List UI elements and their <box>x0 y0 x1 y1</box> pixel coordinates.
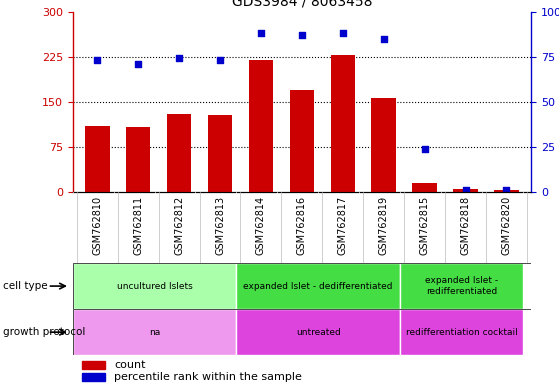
Text: untreated: untreated <box>296 328 340 337</box>
Point <box>257 30 266 36</box>
Bar <box>73 309 236 355</box>
Text: GSM762811: GSM762811 <box>133 195 143 255</box>
Text: cell type: cell type <box>3 281 48 291</box>
Bar <box>453 189 478 192</box>
Text: GSM762814: GSM762814 <box>256 195 266 255</box>
Bar <box>82 361 105 369</box>
Bar <box>413 183 437 192</box>
Text: GSM762820: GSM762820 <box>501 195 511 255</box>
Text: redifferentiation cocktail: redifferentiation cocktail <box>406 328 517 337</box>
Bar <box>126 127 150 192</box>
Point <box>174 55 183 61</box>
Bar <box>167 114 191 192</box>
Bar <box>236 263 400 309</box>
Point <box>461 187 470 193</box>
Bar <box>371 98 396 192</box>
Bar <box>400 309 523 355</box>
Bar <box>85 126 110 192</box>
Text: percentile rank within the sample: percentile rank within the sample <box>114 372 302 382</box>
Point <box>216 57 225 63</box>
Point <box>420 146 429 152</box>
Text: expanded Islet -
redifferentiated: expanded Islet - redifferentiated <box>425 276 498 296</box>
Text: count: count <box>114 360 145 370</box>
Bar <box>494 190 519 192</box>
Bar <box>208 115 233 192</box>
Point <box>134 61 143 67</box>
Point <box>502 187 511 193</box>
Text: GSM762818: GSM762818 <box>461 195 471 255</box>
Bar <box>330 55 355 192</box>
Point <box>338 30 347 36</box>
Text: GSM762812: GSM762812 <box>174 195 184 255</box>
Text: GSM762815: GSM762815 <box>420 195 430 255</box>
Bar <box>82 373 105 381</box>
Bar <box>236 309 400 355</box>
Text: uncultured Islets: uncultured Islets <box>117 281 192 291</box>
Text: GSM762813: GSM762813 <box>215 195 225 255</box>
Bar <box>290 90 314 192</box>
Bar <box>400 263 523 309</box>
Text: GSM762810: GSM762810 <box>92 195 102 255</box>
Point <box>379 36 388 42</box>
Bar <box>73 263 236 309</box>
Point <box>297 32 306 38</box>
Bar <box>249 60 273 192</box>
Text: GSM762817: GSM762817 <box>338 195 348 255</box>
Text: GSM762816: GSM762816 <box>297 195 307 255</box>
Point <box>93 57 102 63</box>
Title: GDS3984 / 8063458: GDS3984 / 8063458 <box>231 0 372 9</box>
Text: GSM762819: GSM762819 <box>378 195 389 255</box>
Text: expanded Islet - dedifferentiated: expanded Islet - dedifferentiated <box>244 281 393 291</box>
Text: growth protocol: growth protocol <box>3 327 85 337</box>
Text: na: na <box>149 328 160 337</box>
